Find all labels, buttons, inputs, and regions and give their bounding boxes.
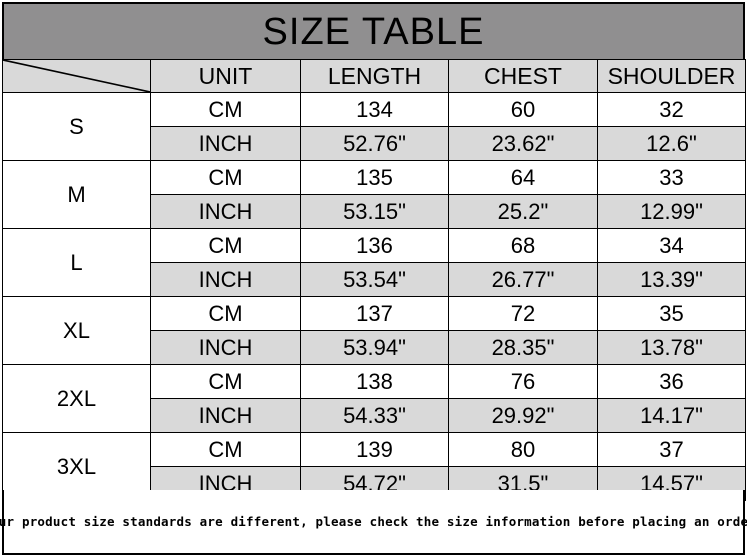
value-chest-cm: 60: [448, 92, 598, 127]
footer-note-text: Our product size standards are different…: [0, 514, 747, 529]
table-row: INCH 52.76" 23.62" 12.6": [3, 126, 746, 161]
value-length-cm: 136: [300, 228, 449, 263]
value-chest-cm: 76: [448, 364, 598, 399]
value-length-cm: 137: [300, 296, 449, 331]
table-row: INCH 53.54" 26.77" 13.39": [3, 262, 746, 297]
size-label-cell: S: [2, 92, 151, 161]
size-label-cell: M: [2, 160, 151, 229]
value-length-cm: 134: [300, 92, 449, 127]
column-header-chest: CHEST: [448, 59, 598, 93]
value-shoulder-inch: 13.39": [597, 262, 746, 297]
table-row: INCH 53.15" 25.2" 12.99": [3, 194, 746, 229]
table-header-row: UNIT LENGTH CHEST SHOULDER: [2, 59, 746, 93]
column-header-length: LENGTH: [300, 59, 449, 93]
value-shoulder-cm: 35: [597, 296, 746, 331]
diagonal-line-icon: [3, 60, 150, 92]
value-length-inch: 54.33": [300, 398, 449, 433]
page-title: SIZE TABLE: [262, 10, 485, 53]
value-chest-inch: 23.62": [448, 126, 598, 161]
value-chest-inch: 25.2": [448, 194, 598, 229]
value-shoulder-cm: 34: [597, 228, 746, 263]
value-shoulder-cm: 37: [597, 432, 746, 467]
table-row: M CM 135 64 33: [2, 160, 746, 229]
footer-note-bar: Our product size standards are different…: [0, 490, 747, 555]
value-length-inch: 52.76": [300, 126, 449, 161]
value-chest-inch: 28.35": [448, 330, 598, 365]
corner-diagonal-cell: [2, 59, 151, 93]
unit-cell-cm: CM: [150, 296, 301, 331]
unit-cell-inch: INCH: [150, 194, 301, 229]
unit-cell-cm: CM: [150, 160, 301, 195]
unit-cell-cm: CM: [150, 92, 301, 127]
value-length-cm: 135: [300, 160, 449, 195]
unit-cell-inch: INCH: [150, 126, 301, 161]
value-chest-inch: 29.92": [448, 398, 598, 433]
table-row: S CM 134 60 32: [2, 92, 746, 161]
table-row: XL CM 137 72 35: [2, 296, 746, 365]
value-length-inch: 53.94": [300, 330, 449, 365]
value-chest-inch: 26.77": [448, 262, 598, 297]
value-shoulder-cm: 32: [597, 92, 746, 127]
value-shoulder-cm: 33: [597, 160, 746, 195]
value-length-inch: 53.15": [300, 194, 449, 229]
value-length-cm: 138: [300, 364, 449, 399]
unit-cell-inch: INCH: [150, 398, 301, 433]
value-chest-cm: 64: [448, 160, 598, 195]
size-label-cell: 3XL: [2, 432, 151, 501]
size-label-cell: L: [2, 228, 151, 297]
value-length-inch: 53.54": [300, 262, 449, 297]
unit-cell-cm: CM: [150, 432, 301, 467]
value-chest-cm: 72: [448, 296, 598, 331]
title-bar: SIZE TABLE: [2, 2, 745, 59]
unit-cell-cm: CM: [150, 364, 301, 399]
column-header-unit: UNIT: [150, 59, 301, 93]
size-chart-table: UNIT LENGTH CHEST SHOULDER S CM 134 60 3…: [2, 59, 746, 501]
table-row: 2XL CM 138 76 36: [2, 364, 746, 433]
value-shoulder-inch: 13.78": [597, 330, 746, 365]
value-length-cm: 139: [300, 432, 449, 467]
value-chest-cm: 68: [448, 228, 598, 263]
unit-cell-inch: INCH: [150, 262, 301, 297]
column-header-shoulder: SHOULDER: [597, 59, 746, 93]
unit-cell-inch: INCH: [150, 330, 301, 365]
value-shoulder-inch: 12.6": [597, 126, 746, 161]
size-label-cell: 2XL: [2, 364, 151, 433]
value-shoulder-inch: 14.17": [597, 398, 746, 433]
unit-cell-cm: CM: [150, 228, 301, 263]
value-chest-cm: 80: [448, 432, 598, 467]
size-label-cell: XL: [2, 296, 151, 365]
value-shoulder-inch: 12.99": [597, 194, 746, 229]
table-row: L CM 136 68 34: [2, 228, 746, 297]
table-row: INCH 54.33" 29.92" 14.17": [3, 398, 746, 433]
table-row: 3XL CM 139 80 37: [2, 432, 746, 501]
value-shoulder-cm: 36: [597, 364, 746, 399]
